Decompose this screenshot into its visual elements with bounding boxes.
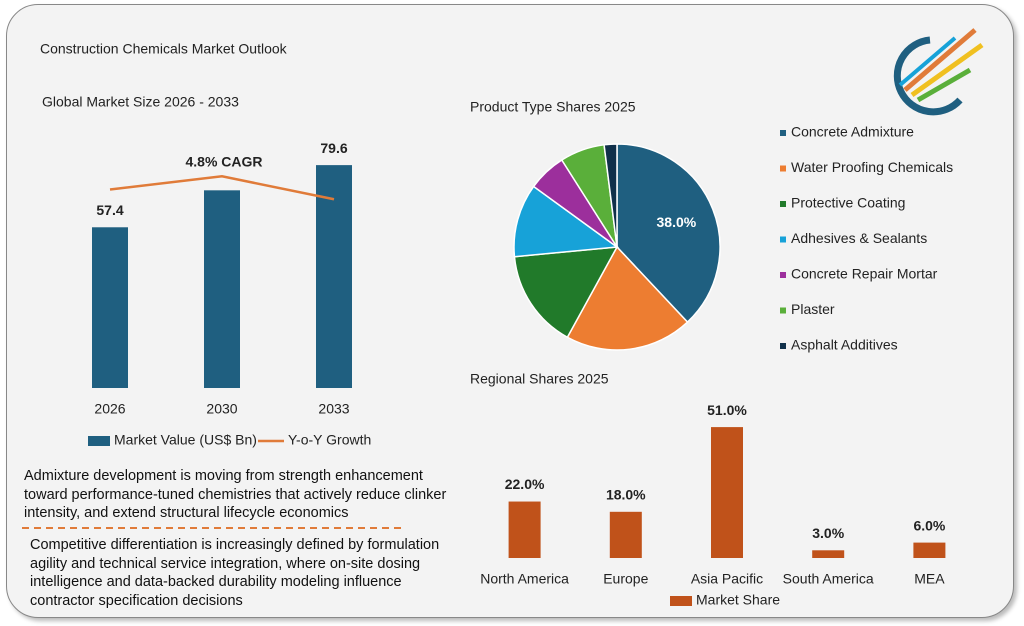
legend-label: Adhesives & Sealants	[791, 230, 927, 246]
logo	[893, 28, 984, 116]
bar	[92, 227, 128, 388]
legend-label: Concrete Admixture	[791, 124, 914, 140]
legend-swatch	[780, 165, 786, 172]
bar	[711, 427, 743, 558]
chart-title: Product Type Shares 2025	[470, 99, 636, 115]
line	[109, 175, 335, 201]
legend-label: Market Share	[696, 592, 780, 608]
chart-title: Global Market Size 2026 - 2033	[42, 94, 239, 110]
pie-slice	[616, 143, 721, 324]
pie-slice	[603, 143, 618, 248]
legend-label: Concrete Repair Mortar	[791, 266, 938, 282]
legend-label: Y-o-Y Growth	[288, 432, 371, 448]
legend-label: Asphalt Additives	[791, 337, 898, 353]
bar	[508, 501, 541, 558]
value-label: 6.0%	[913, 517, 945, 533]
value-label: 79.6	[320, 140, 347, 156]
bar	[812, 550, 845, 558]
x-tick-label: Asia Pacific	[691, 571, 763, 587]
bar	[316, 165, 352, 388]
legend-swatch	[780, 201, 786, 207]
value-label: 3.0%	[812, 525, 844, 541]
legend-swatch	[780, 236, 786, 243]
annotation: 4.8% CAGR	[185, 154, 262, 170]
pie-slice	[513, 185, 620, 258]
legend-label: Plaster	[791, 301, 835, 317]
value-label: 51.0%	[707, 402, 747, 418]
legend-label: Market Value (US$ Bn)	[114, 432, 257, 448]
pie-slice	[566, 245, 689, 351]
note: Competitive differentiation is increasin…	[30, 537, 440, 609]
value-label: 38.0%	[657, 214, 697, 230]
x-tick-label: South America	[783, 571, 874, 587]
value-label: 57.4	[96, 202, 123, 218]
chart-title: Regional Shares 2025	[470, 371, 609, 387]
note: Admixture development is moving from str…	[24, 468, 447, 521]
x-tick-label: MEA	[914, 571, 945, 587]
legend-label: Protective Coating	[791, 195, 905, 211]
legend-swatch	[780, 272, 786, 278]
legend-swatch	[88, 436, 110, 446]
x-tick-label: Europe	[603, 571, 648, 587]
pie-slice	[513, 246, 619, 339]
legend-swatch	[780, 307, 786, 314]
bar	[204, 190, 240, 388]
x-tick-label: 2030	[206, 401, 237, 417]
x-tick-label: 2033	[318, 401, 349, 417]
legend-swatch	[780, 130, 786, 136]
legend-swatch	[670, 596, 692, 606]
value-label: 18.0%	[606, 487, 646, 503]
bar	[913, 542, 946, 558]
legend-label: Water Proofing Chemicals	[791, 159, 953, 175]
x-tick-label: North America	[480, 571, 569, 587]
value-label: 22.0%	[505, 476, 545, 492]
x-tick-label: 2026	[94, 401, 125, 417]
bar	[609, 511, 642, 558]
page-title: Construction Chemicals Market Outlook	[40, 41, 288, 57]
legend-swatch	[780, 343, 786, 349]
